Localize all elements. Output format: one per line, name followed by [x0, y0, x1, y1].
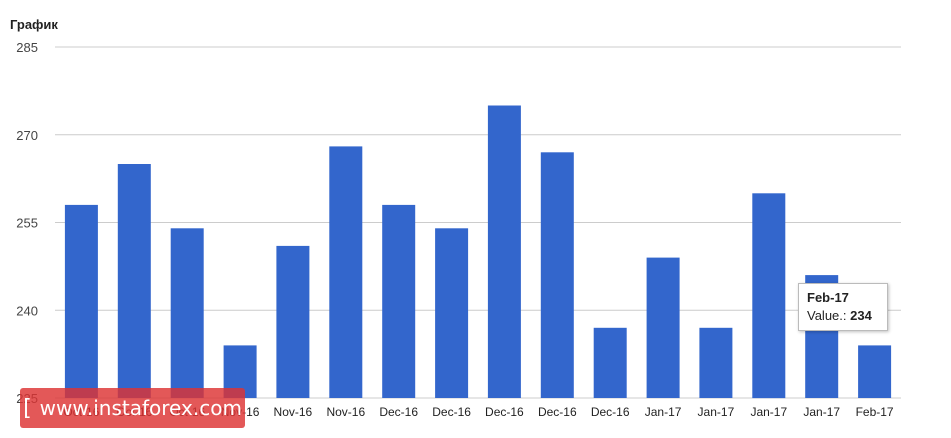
tooltip-value-row: Value.: 234 — [807, 308, 879, 323]
x-tick-label: Feb-17 — [856, 405, 894, 419]
bar[interactable] — [64, 204, 98, 398]
bar[interactable] — [276, 245, 310, 398]
watermark-bracket-icon: [ — [23, 395, 32, 421]
x-tick-label: Jan-17 — [750, 405, 787, 419]
bar[interactable] — [593, 327, 627, 398]
bar[interactable] — [646, 257, 680, 398]
bar[interactable] — [540, 152, 574, 398]
bar[interactable] — [170, 228, 204, 398]
bar[interactable] — [487, 105, 521, 399]
tooltip-value: 234 — [850, 308, 872, 323]
watermark-logo: [ www.instaforex.com — [20, 388, 245, 428]
bar[interactable] — [435, 228, 469, 398]
y-axis-ticks: 285270255240225 — [16, 40, 38, 406]
x-tick-label: Dec-16 — [379, 405, 418, 419]
bars — [64, 105, 892, 399]
x-tick-label: Dec-16 — [485, 405, 524, 419]
x-tick-label: Jan-17 — [698, 405, 735, 419]
bar[interactable] — [858, 345, 892, 398]
bar[interactable] — [329, 146, 363, 398]
chart-title: График — [10, 17, 58, 32]
x-tick-label: Nov-16 — [326, 405, 365, 419]
x-tick-label: Dec-16 — [432, 405, 471, 419]
x-tick-label: Dec-16 — [591, 405, 630, 419]
bar[interactable] — [699, 327, 733, 398]
bar[interactable] — [752, 193, 786, 399]
bar[interactable] — [117, 164, 151, 398]
y-tick-label: 285 — [16, 40, 38, 55]
tooltip-label: Value.: — [807, 308, 847, 323]
x-tick-label: Dec-16 — [538, 405, 577, 419]
value-tooltip: Feb-17 Value.: 234 — [798, 283, 888, 331]
tooltip-title: Feb-17 — [807, 290, 849, 305]
bar[interactable] — [382, 204, 416, 398]
watermark-text: www.instaforex.com — [39, 396, 242, 420]
y-tick-label: 255 — [16, 216, 38, 231]
y-tick-label: 270 — [16, 128, 38, 143]
x-tick-label: Nov-16 — [274, 405, 313, 419]
x-tick-label: Jan-17 — [803, 405, 840, 419]
y-tick-label: 240 — [16, 303, 38, 318]
x-tick-label: Jan-17 — [645, 405, 682, 419]
